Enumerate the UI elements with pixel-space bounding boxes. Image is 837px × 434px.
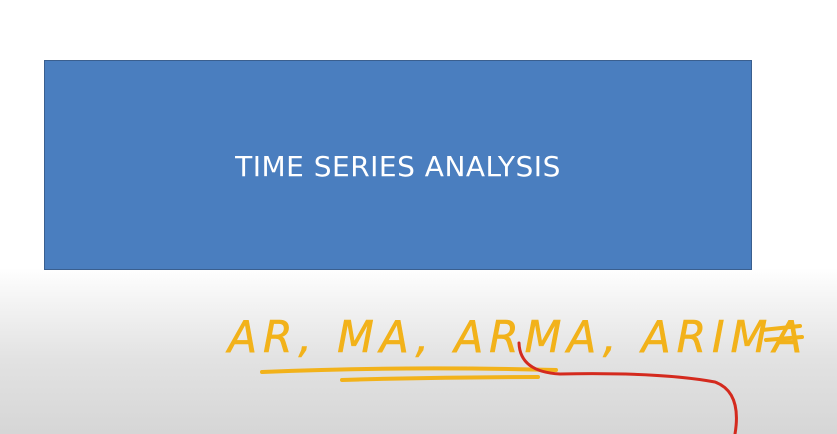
handwritten-model-list: AR, MA, ARMA, ARIMA (225, 312, 808, 363)
equals-mark (760, 324, 804, 342)
red-arrow-stroke (517, 341, 738, 434)
underline-stroke-1 (260, 366, 558, 374)
slide-title: TIME SERIES ANALYSIS (235, 149, 561, 183)
slide-title-box: TIME SERIES ANALYSIS (44, 60, 752, 270)
underline-stroke-2 (340, 375, 540, 382)
